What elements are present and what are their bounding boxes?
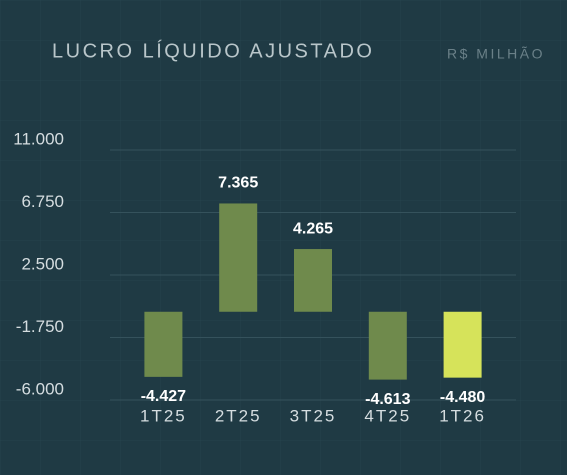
chart-title: LUCRO LÍQUIDO AJUSTADO — [52, 39, 374, 62]
y-tick-label: 2.500 — [21, 254, 64, 273]
x-tick-label: 2T25 — [215, 406, 262, 425]
y-tick-label: 11.000 — [13, 129, 64, 148]
x-tick-label: 3T25 — [290, 406, 337, 425]
bar — [443, 311, 482, 378]
x-tick-label: 4T25 — [364, 406, 411, 425]
x-tick-label: 1T26 — [439, 406, 486, 425]
value-label: -4.427 — [141, 388, 186, 405]
bar — [368, 311, 407, 380]
y-tick-label: -1.750 — [16, 317, 64, 336]
value-label: 4.265 — [293, 220, 333, 237]
bar — [144, 311, 183, 377]
y-tick-label: 6.750 — [21, 192, 64, 211]
chart-subtitle: R$ MILHÃO — [447, 46, 545, 62]
bar — [294, 249, 332, 312]
y-tick-label: -6.000 — [16, 379, 64, 398]
bar — [219, 203, 258, 312]
value-label: -4.613 — [365, 391, 410, 408]
x-tick-label: 1T25 — [140, 406, 187, 425]
value-label: -4.480 — [440, 389, 485, 406]
value-label: 7.365 — [218, 175, 258, 192]
